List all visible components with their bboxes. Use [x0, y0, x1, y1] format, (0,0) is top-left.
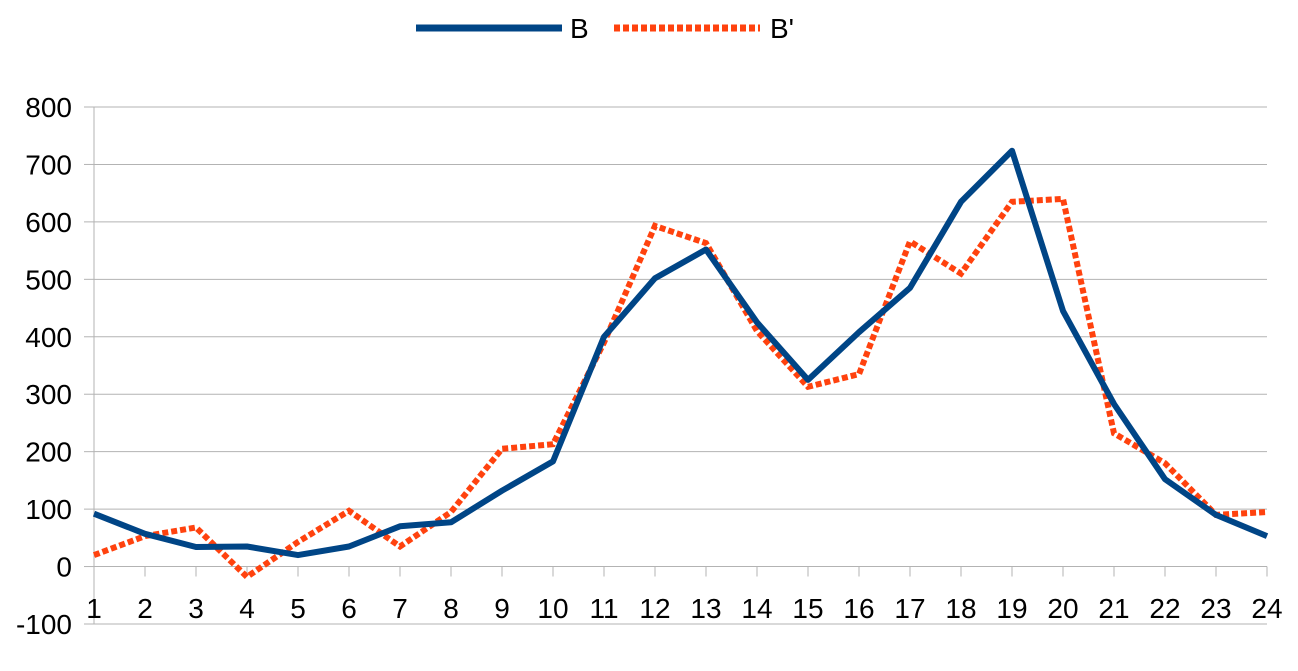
x-tick-label: 22 [1149, 593, 1180, 624]
x-tick-label: 4 [239, 593, 255, 624]
x-tick-label: 14 [741, 593, 772, 624]
y-tick-label: 800 [25, 92, 72, 123]
x-tick-label: 3 [188, 593, 204, 624]
y-tick-label: 700 [25, 149, 72, 180]
x-tick-label: 1 [86, 593, 102, 624]
legend-label-b: B [570, 13, 589, 44]
x-tick-label: 21 [1098, 593, 1129, 624]
y-tick-label: 300 [25, 379, 72, 410]
x-tick-label: 23 [1200, 593, 1231, 624]
x-tick-label: 13 [690, 593, 721, 624]
x-tick-label: 17 [894, 593, 925, 624]
y-tick-label: 0 [56, 552, 72, 583]
y-tick-label: 500 [25, 264, 72, 295]
x-tick-label: 15 [792, 593, 823, 624]
x-tick-label: 11 [589, 593, 618, 624]
y-tick-label: -100 [16, 609, 72, 640]
y-tick-label: 100 [25, 494, 72, 525]
y-tick-label: 400 [25, 322, 72, 353]
x-tick-label: 16 [843, 593, 874, 624]
x-tick-label: 9 [494, 593, 510, 624]
x-tick-label: 6 [341, 593, 357, 624]
x-tick-label: 10 [537, 593, 568, 624]
x-tick-label: 8 [443, 593, 459, 624]
legend-label-b-prime: B' [770, 13, 794, 44]
x-tick-labels: 1 2 3 4 5 6 7 8 9 10 11 12 13 14 15 16 17 18 19 20 21 22 23 24 [86, 593, 1282, 624]
y-tick-label: 200 [25, 437, 72, 468]
series-group [92, 147, 1269, 581]
x-tick-label: 7 [392, 593, 408, 624]
x-tick-label: 24 [1251, 593, 1282, 624]
legend: B B' [416, 13, 794, 44]
y-tick-label: 600 [25, 207, 72, 238]
y-tick-labels: -100 0 100 200 300 400 500 600 700 800 [16, 92, 72, 640]
x-tick-label: 20 [1047, 593, 1078, 624]
x-tick-label: 12 [639, 593, 670, 624]
x-tick-label: 19 [996, 593, 1027, 624]
series-line-b [92, 147, 1269, 559]
x-tick-label: 5 [290, 593, 306, 624]
x-tick-label: 2 [137, 593, 153, 624]
series-line-b-prime [92, 195, 1268, 581]
axes [93, 107, 1268, 624]
x-tick-label: 18 [945, 593, 976, 624]
